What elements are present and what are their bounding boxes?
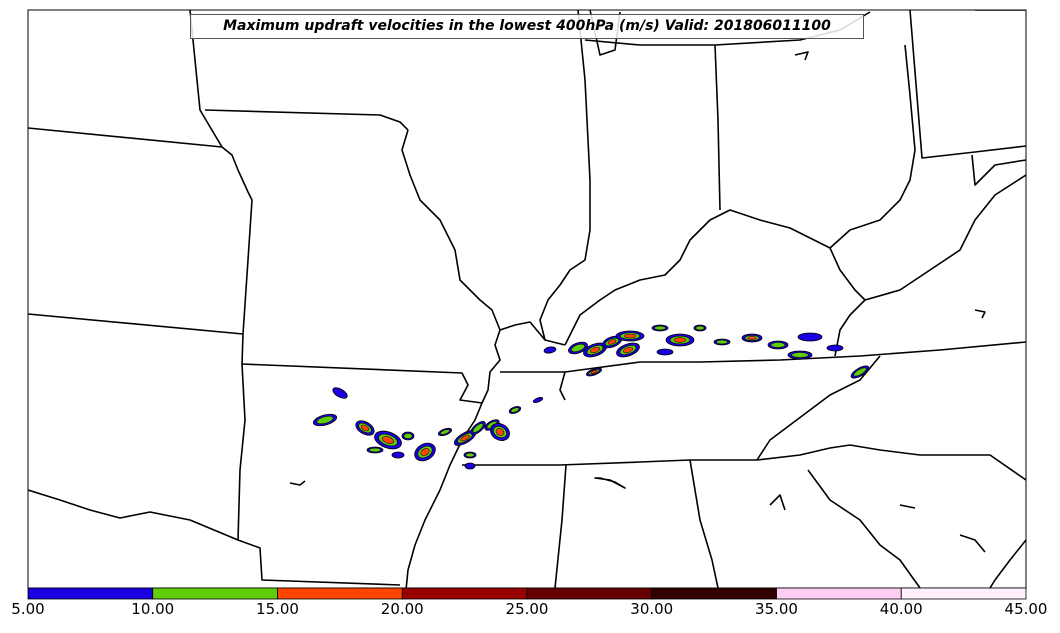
updraft-contour xyxy=(747,336,757,340)
pennsylvania-border xyxy=(909,10,1026,159)
kentucky-virginia-border xyxy=(834,299,866,357)
updraft-contour xyxy=(695,325,705,331)
updraft-contour xyxy=(589,346,601,354)
kansas-oklahoma-border xyxy=(28,313,244,335)
updraft-contour xyxy=(543,346,557,354)
colorbar-segment xyxy=(651,587,777,600)
colorbar-tick-label: 5.00 xyxy=(11,600,45,618)
lake-feature-2 xyxy=(289,480,306,486)
colorbar-tick-label: 15.00 xyxy=(256,600,299,618)
colorbar xyxy=(27,587,1027,600)
updraft-contour xyxy=(420,448,430,456)
updraft-contour xyxy=(716,339,728,345)
colorbar-segment xyxy=(27,587,154,600)
colorbar-tick-label: 10.00 xyxy=(131,600,175,618)
state-borders xyxy=(28,10,1026,588)
colorbar-tick-label: 40.00 xyxy=(879,600,923,618)
updraft-contour xyxy=(495,428,505,436)
nebraska-kansas-border xyxy=(28,127,223,148)
lake-feature-7 xyxy=(794,51,809,61)
indiana-ohio-border xyxy=(714,44,721,211)
colorbar-tick-label: 45.00 xyxy=(1004,600,1048,618)
map-title: Maximum updraft velocities in the lowest… xyxy=(190,14,864,39)
updraft-contour xyxy=(465,452,475,458)
updraft-contour xyxy=(622,346,634,354)
lake-feature-6 xyxy=(899,504,916,509)
lake-feature-1 xyxy=(594,477,626,489)
colorbar-tick-label: 25.00 xyxy=(505,600,549,618)
md-border xyxy=(971,154,1026,186)
colorbar-tick-label: 30.00 xyxy=(630,600,674,618)
mississippi-river xyxy=(401,129,501,588)
updraft-contour xyxy=(510,407,520,413)
updraft-contour xyxy=(853,367,867,377)
updraft-contour xyxy=(360,424,370,432)
colorbar-tick-label: 35.00 xyxy=(755,600,798,618)
colorbar-segment xyxy=(277,587,403,600)
alabama-georgia-border xyxy=(689,459,719,588)
ohio-river-indiana xyxy=(564,209,831,346)
updraft-contour xyxy=(826,344,844,352)
updraft-contour xyxy=(654,325,666,331)
colorbar-segment xyxy=(526,587,653,600)
colorbar-segment xyxy=(900,587,1027,600)
updraft-contour xyxy=(382,436,394,444)
tennessee-nc-border xyxy=(756,355,881,461)
georgia-sc-border xyxy=(807,469,921,588)
kentucky-wv-border xyxy=(829,247,866,301)
iowa-missouri-border xyxy=(204,109,409,131)
updraft-contour xyxy=(532,397,544,403)
updraft-contour xyxy=(623,333,637,339)
colorbar-segment xyxy=(401,587,528,600)
colorbar-tick-label: 20.00 xyxy=(380,600,424,618)
updraft-contour xyxy=(673,337,687,343)
updraft-contour xyxy=(440,429,450,435)
red-river xyxy=(28,489,239,541)
updraft-contour xyxy=(460,434,470,442)
updraft-contour xyxy=(791,352,809,358)
updraft-contour xyxy=(656,348,674,356)
mississippi-alabama-border xyxy=(554,464,567,588)
map-frame xyxy=(27,9,1027,589)
updraft-contour xyxy=(472,423,484,433)
updraft-contour xyxy=(369,447,381,453)
updraft-contour xyxy=(607,339,617,345)
lake-feature-5 xyxy=(769,494,786,511)
tennessee-south-border xyxy=(462,459,757,466)
updraft-contour xyxy=(316,415,334,425)
lake-feature-4 xyxy=(959,534,986,553)
updraft-contour xyxy=(332,387,348,399)
updraft-contour xyxy=(464,462,476,470)
nc-sc-border xyxy=(756,444,1026,481)
missouri-arkansas-border xyxy=(241,363,483,404)
updraft-contour xyxy=(797,332,823,342)
wv-virginia-border xyxy=(864,174,1026,301)
updraft-contour xyxy=(571,343,585,353)
sc-coast xyxy=(989,539,1026,588)
tn-kentucky-nc-border xyxy=(564,341,1026,373)
colorbar-segment xyxy=(776,587,902,600)
illinois-kentucky-border xyxy=(499,321,566,346)
arkansas-west-border xyxy=(237,363,401,586)
updraft-contour xyxy=(770,342,786,348)
colorbar-segment xyxy=(152,587,278,600)
illinois-indiana-border xyxy=(539,10,591,341)
ohio-wv-border xyxy=(829,44,916,249)
kentucky-tennessee-west xyxy=(500,371,566,401)
lake-feature-3 xyxy=(974,309,986,319)
updraft-contour xyxy=(590,370,598,374)
updraft-contour xyxy=(391,451,405,459)
updraft-contours xyxy=(312,324,870,470)
updraft-contour xyxy=(403,433,413,439)
missouri-kansas-border xyxy=(221,146,253,365)
